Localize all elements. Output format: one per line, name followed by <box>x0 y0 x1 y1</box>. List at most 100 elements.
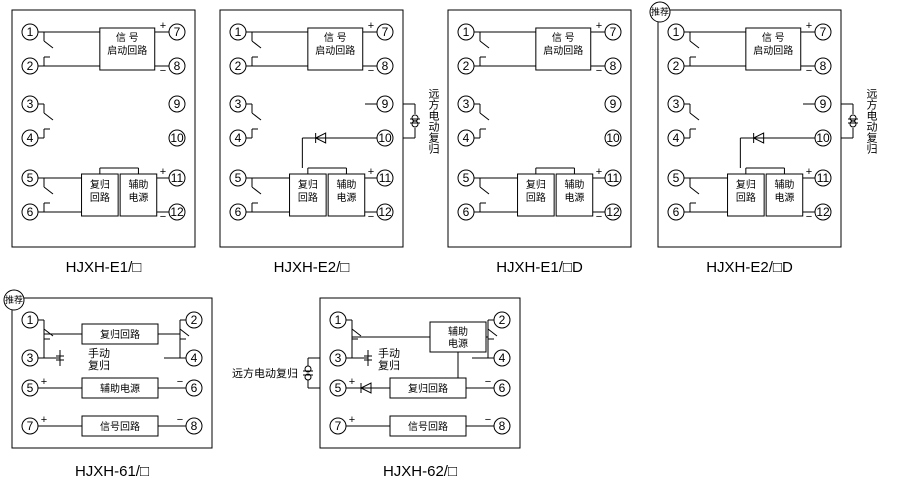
contact <box>252 178 261 212</box>
svg-text:回路: 回路 <box>90 191 110 204</box>
module-e2d: 123456789101112+−+−信 号启动回路复归回路辅助电源远方电动复归… <box>650 2 878 276</box>
svg-text:复归回路: 复归回路 <box>100 328 140 341</box>
badge-recommended: 推荐 <box>5 294 23 305</box>
svg-text:11: 11 <box>171 171 184 185</box>
module-label-e1d: HJXH-E1/□D <box>496 259 583 276</box>
svg-text:启动回路: 启动回路 <box>543 44 583 57</box>
svg-text:−: − <box>596 65 602 77</box>
svg-text:6: 6 <box>235 205 242 219</box>
module-label-e2d: HJXH-E2/□D <box>706 259 793 276</box>
svg-text:9: 9 <box>820 97 827 111</box>
svg-text:手动: 手动 <box>88 346 110 360</box>
svg-text:1: 1 <box>673 25 680 39</box>
svg-text:电源: 电源 <box>448 337 468 350</box>
svg-text:辅助: 辅助 <box>128 178 148 191</box>
contact <box>690 32 699 66</box>
svg-text:7: 7 <box>174 25 181 39</box>
svg-text:4: 4 <box>191 351 198 365</box>
svg-text:1: 1 <box>335 313 342 327</box>
remote-reset-label: 远方电动复归 <box>232 366 298 380</box>
svg-text:6: 6 <box>499 381 506 395</box>
svg-text:2: 2 <box>191 313 198 327</box>
module-e2: 123456789101112+−+−信 号启动回路复归回路辅助电源远方电动复归… <box>220 10 440 276</box>
svg-text:8: 8 <box>382 59 389 73</box>
svg-text:4: 4 <box>463 131 470 145</box>
svg-text:5: 5 <box>235 171 242 185</box>
svg-text:10: 10 <box>606 131 620 145</box>
module-h62: 12345678+−+−辅助电源手动复归复归回路信号回路远方电动复归HJXH-6… <box>232 298 520 480</box>
svg-text:+: + <box>160 166 166 178</box>
remote-reset-label: 远方电动复归 <box>427 88 440 155</box>
svg-text:+: + <box>368 166 374 178</box>
badge-recommended: 推荐 <box>651 6 669 17</box>
svg-text:信 号: 信 号 <box>552 32 575 44</box>
svg-text:复归: 复归 <box>88 358 110 372</box>
svg-text:−: − <box>485 376 491 388</box>
svg-text:5: 5 <box>673 171 680 185</box>
svg-text:8: 8 <box>499 419 506 433</box>
svg-text:信号回路: 信号回路 <box>408 420 448 433</box>
svg-text:1: 1 <box>27 25 34 39</box>
svg-text:复归: 复归 <box>90 178 110 191</box>
svg-text:6: 6 <box>27 205 34 219</box>
svg-text:+: + <box>806 20 812 32</box>
svg-text:辅助: 辅助 <box>564 178 584 191</box>
module-h61: 12345678+−+−复归回路手动复归辅助电源信号回路推荐HJXH-61/□ <box>4 290 212 480</box>
svg-text:电源: 电源 <box>336 191 356 204</box>
svg-text:−: − <box>806 65 812 77</box>
svg-text:12: 12 <box>606 205 620 219</box>
svg-text:2: 2 <box>235 59 242 73</box>
svg-text:+: + <box>349 376 355 388</box>
svg-text:1: 1 <box>235 25 242 39</box>
contact <box>690 104 699 138</box>
svg-text:电源: 电源 <box>128 191 148 204</box>
svg-text:6: 6 <box>191 381 198 395</box>
svg-text:辅助: 辅助 <box>774 178 794 191</box>
svg-text:+: + <box>41 414 47 426</box>
contact <box>690 178 699 212</box>
svg-text:12: 12 <box>378 205 392 219</box>
svg-text:12: 12 <box>816 205 830 219</box>
svg-text:+: + <box>160 20 166 32</box>
svg-text:4: 4 <box>673 131 680 145</box>
svg-text:−: − <box>368 65 374 77</box>
svg-text:−: − <box>596 211 602 223</box>
module-e1: 123456789101112+−+−信 号启动回路复归回路辅助电源HJXH-E… <box>12 10 195 276</box>
svg-text:复归: 复归 <box>298 178 318 191</box>
svg-text:3: 3 <box>27 351 34 365</box>
remote-reset-label: 远方电动复归 <box>865 88 878 155</box>
svg-text:−: − <box>485 414 491 426</box>
svg-text:8: 8 <box>820 59 827 73</box>
module-e1d: 123456789101112+−+−信 号启动回路复归回路辅助电源HJXH-E… <box>448 10 631 276</box>
svg-text:9: 9 <box>610 97 617 111</box>
svg-text:复归: 复归 <box>526 178 546 191</box>
svg-text:手动: 手动 <box>378 346 400 360</box>
svg-text:+: + <box>368 20 374 32</box>
svg-text:电源: 电源 <box>564 191 584 204</box>
svg-text:复归: 复归 <box>378 358 400 372</box>
svg-text:4: 4 <box>27 131 34 145</box>
contact <box>480 32 489 66</box>
svg-text:+: + <box>806 166 812 178</box>
svg-text:7: 7 <box>820 25 827 39</box>
svg-text:信号回路: 信号回路 <box>100 420 140 433</box>
module-label-e2: HJXH-E2/□ <box>274 259 350 276</box>
contact <box>44 104 53 138</box>
svg-text:3: 3 <box>673 97 680 111</box>
svg-text:+: + <box>349 414 355 426</box>
svg-text:回路: 回路 <box>298 191 318 204</box>
svg-text:复归回路: 复归回路 <box>408 382 448 395</box>
svg-text:3: 3 <box>235 97 242 111</box>
svg-text:3: 3 <box>27 97 34 111</box>
svg-text:8: 8 <box>610 59 617 73</box>
svg-text:1: 1 <box>27 313 34 327</box>
svg-text:启动回路: 启动回路 <box>315 44 355 57</box>
svg-text:+: + <box>41 376 47 388</box>
svg-text:−: − <box>160 211 166 223</box>
contact <box>480 178 489 212</box>
svg-text:+: + <box>596 166 602 178</box>
svg-text:复归: 复归 <box>736 178 756 191</box>
svg-text:辅助: 辅助 <box>448 325 468 338</box>
svg-text:10: 10 <box>170 131 184 145</box>
svg-text:7: 7 <box>382 25 389 39</box>
